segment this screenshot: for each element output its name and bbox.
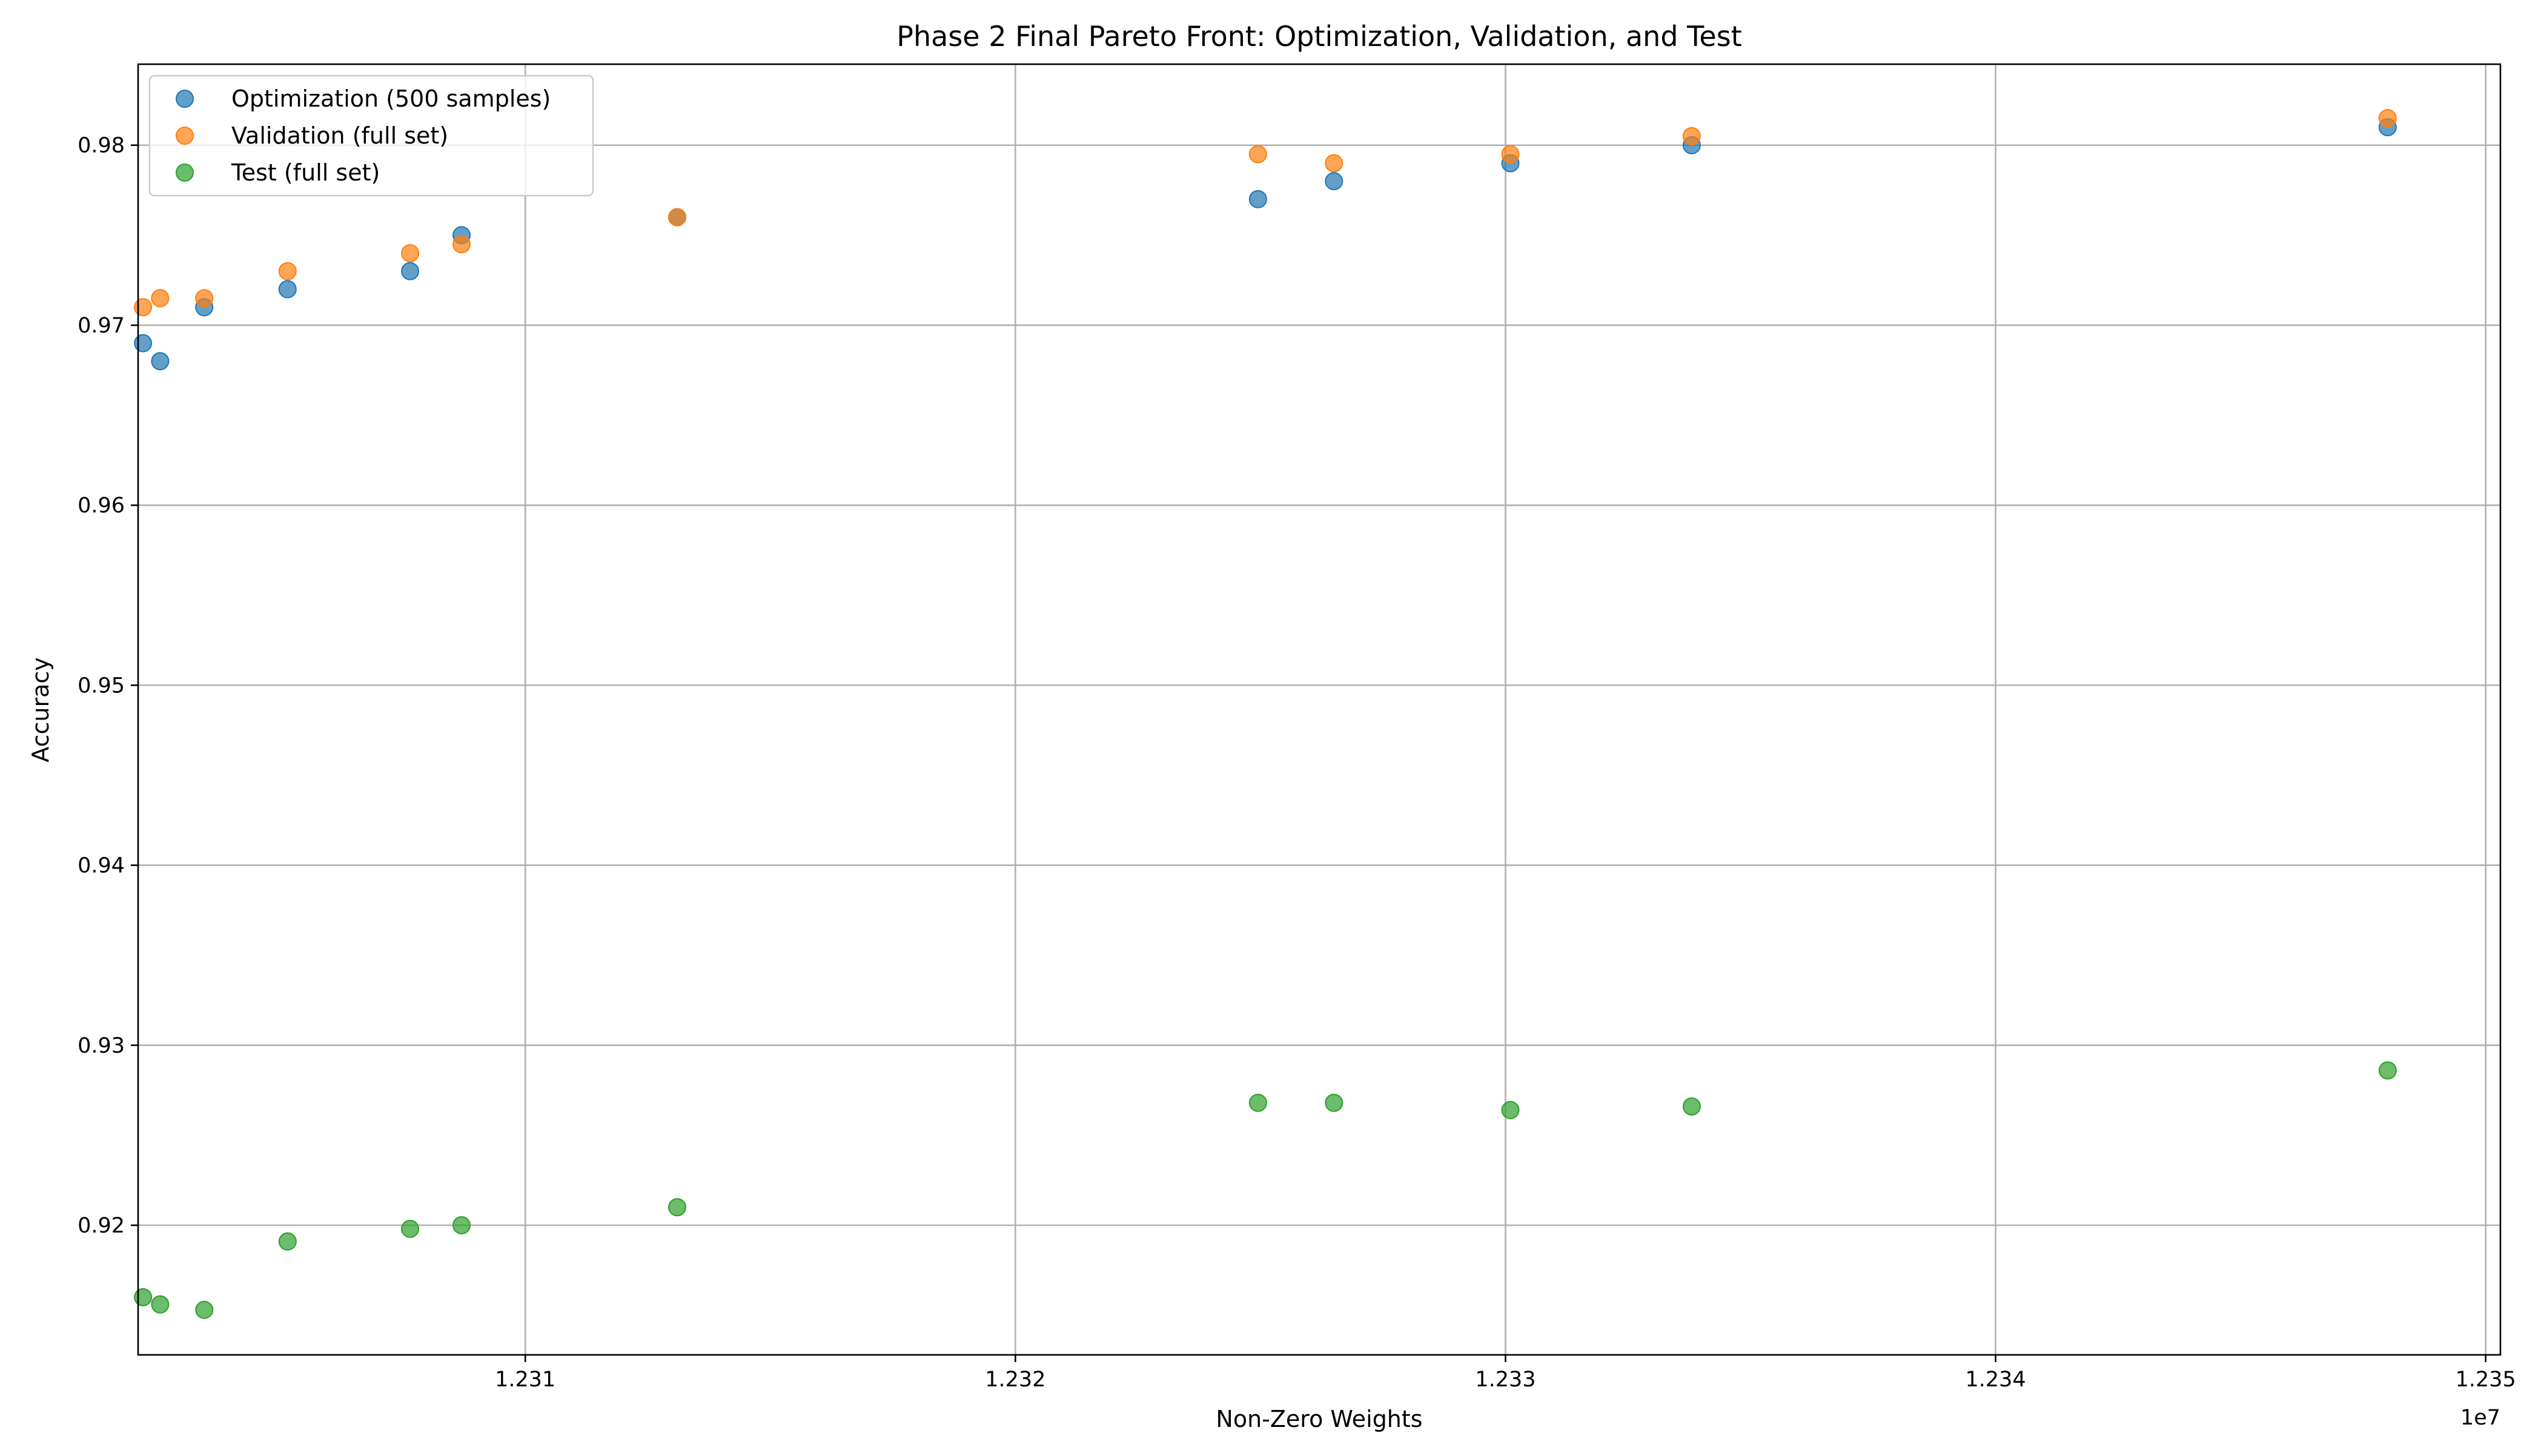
scatter-point bbox=[1501, 145, 1520, 164]
scatter-point bbox=[1682, 1097, 1701, 1116]
y-axis-label: Accuracy bbox=[27, 657, 54, 763]
scatter-point bbox=[278, 280, 297, 299]
y-tick-label: 0.93 bbox=[78, 1034, 125, 1058]
scatter-point bbox=[151, 289, 170, 308]
legend-marker bbox=[176, 127, 194, 145]
scatter-point bbox=[195, 289, 214, 308]
scatter-point bbox=[1682, 127, 1701, 145]
chart-title: Phase 2 Final Pareto Front: Optimization… bbox=[896, 20, 1741, 53]
scatter-point bbox=[278, 262, 297, 280]
scatter-point bbox=[1325, 172, 1343, 191]
series-2 bbox=[134, 109, 2397, 317]
x-tick-label: 1.231 bbox=[495, 1368, 555, 1392]
scatter-point bbox=[401, 1219, 420, 1238]
scatter-point bbox=[401, 262, 420, 280]
y-tick-label: 0.95 bbox=[78, 673, 125, 698]
x-tick-label: 1.233 bbox=[1475, 1368, 1535, 1392]
y-tick-label: 0.92 bbox=[78, 1214, 125, 1238]
scatter-point bbox=[1248, 1093, 1267, 1112]
ticks-layer: 1.231 1.232 1.233 1.234 1.235 0.92 0.93 0.94 0.9… bbox=[78, 134, 2516, 1392]
scatter-point bbox=[1325, 1093, 1343, 1112]
legend-entry-label: Validation (full set) bbox=[231, 122, 448, 149]
scatter-point bbox=[151, 1295, 170, 1314]
plot-frame bbox=[137, 63, 2502, 1356]
x-tick-label: 1.232 bbox=[985, 1368, 1045, 1392]
scatter-point bbox=[134, 298, 153, 317]
scatter-point bbox=[1248, 190, 1267, 208]
scatter-point bbox=[151, 352, 170, 371]
legend-entry-label: Optimization (500 samples) bbox=[231, 85, 551, 112]
scatter-point bbox=[2378, 109, 2397, 128]
y-tick-label: 0.97 bbox=[78, 314, 125, 338]
scatter-point bbox=[401, 244, 420, 263]
scatter-point bbox=[1325, 154, 1343, 173]
x-axis-offset-label: 1e7 bbox=[2460, 1406, 2500, 1430]
scatter-point bbox=[668, 1198, 687, 1217]
scatter-point bbox=[452, 235, 471, 254]
legend-marker bbox=[176, 90, 194, 108]
scatter-point bbox=[1501, 1100, 1520, 1119]
scatter-point bbox=[2378, 1061, 2397, 1080]
y-tick-label: 0.96 bbox=[78, 494, 125, 518]
y-tick-label: 0.98 bbox=[78, 134, 125, 158]
scatter-point bbox=[668, 208, 687, 227]
scatter-point bbox=[134, 1288, 153, 1306]
legend-entry-label: Test (full set) bbox=[231, 159, 380, 186]
x-tick-label: 1.235 bbox=[2456, 1368, 2516, 1392]
scatter-point bbox=[452, 1216, 471, 1235]
x-axis-label: Non-Zero Weights bbox=[1216, 1406, 1422, 1432]
y-tick-label: 0.94 bbox=[78, 854, 125, 878]
legend-marker bbox=[176, 164, 194, 182]
legend-box bbox=[148, 74, 594, 197]
legend: Optimization (500 samples) Validation (fu… bbox=[148, 74, 594, 197]
scatter-point bbox=[195, 1300, 214, 1319]
x-tick-label: 1.234 bbox=[1965, 1368, 2026, 1392]
series-3 bbox=[134, 1061, 2397, 1319]
scatter-point bbox=[1248, 145, 1267, 164]
scatter-point bbox=[134, 334, 153, 352]
scatter-point bbox=[278, 1232, 297, 1251]
